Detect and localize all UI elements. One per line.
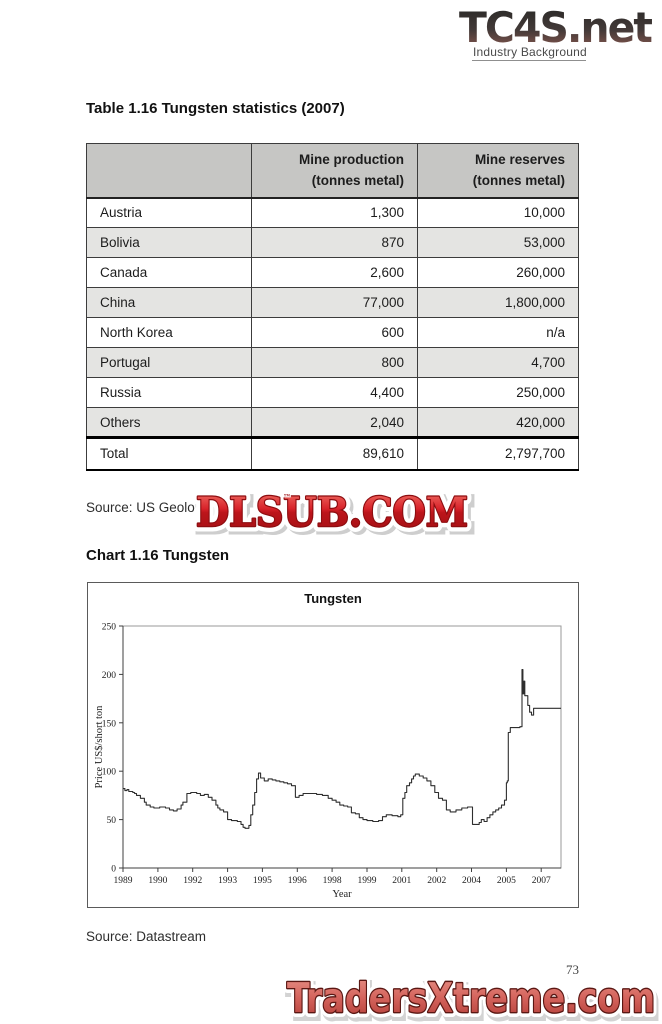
svg-text:1990: 1990 [148,876,167,886]
row-country: China [86,287,252,318]
tradersxtreme-watermark: TradersXtreme.com TradersXtreme.com Trad… [282,969,662,1024]
table-row: Canada 2,600 260,000 [86,257,579,288]
statistics-table-wrap: Mine production (tonnes metal) Mine rese… [86,143,579,471]
table-title: Table 1.16 Tungsten statistics (2007) [86,100,345,117]
row-production: 2,040 [251,407,418,438]
row-reserves: 1,800,000 [417,287,579,318]
total-label: Total [86,436,252,471]
row-reserves: 10,000 [417,197,579,228]
row-production: 4,400 [251,377,418,408]
row-reserves: 420,000 [417,407,579,438]
chart-title: Tungsten [304,591,362,606]
tc4s-logo: TC4S.net [459,3,655,52]
svg-text:2007: 2007 [532,876,551,886]
table-row-total: Total 89,610 2,797,700 [86,436,579,471]
row-production: 870 [251,227,418,258]
chart-heading: Chart 1.16 Tungsten [86,547,230,564]
traders-outline-text: TradersXtreme.com [287,974,655,1022]
svg-text:Price US$/short ton: Price US$/short ton [94,705,105,789]
row-reserves: 250,000 [417,377,579,408]
svg-text:Year: Year [332,889,352,900]
svg-text:2004: 2004 [462,876,481,886]
row-country: Russia [86,377,252,408]
table-header-row: Mine production (tonnes metal) Mine rese… [86,143,579,199]
row-production: 1,300 [251,197,418,228]
table-row: Austria 1,300 10,000 [86,197,579,228]
header-production-line2: (tonnes metal) [311,173,404,189]
header-production-line1: Mine production [299,151,404,167]
traders-shadow-text: TradersXtreme.com [289,978,657,1024]
row-production: 2,600 [251,257,418,288]
traders-main-text: TradersXtreme.com [287,974,655,1022]
chart-source: Source: Datastream [86,929,207,944]
table-row: China 77,000 1,800,000 [86,287,579,318]
svg-text:1993: 1993 [218,876,237,886]
chart-plot-area: 0 50 100 150 200 250 1989 1990 1992 1993 1995 1996 1… [94,623,562,900]
table-row: Russia 4,400 250,000 [86,377,579,408]
svg-text:2002: 2002 [427,876,446,886]
svg-text:0: 0 [111,865,116,875]
table-row: Portugal 800 4,700 [86,347,579,378]
row-country: Portugal [86,347,252,378]
header-cell-reserves: Mine reserves (tonnes metal) [417,143,579,199]
svg-text:100: 100 [102,768,117,778]
header-reserves-line2: (tonnes metal) [472,173,565,189]
svg-text:1989: 1989 [114,876,133,886]
row-reserves: 4,700 [417,347,579,378]
table-row: Others 2,040 420,000 [86,407,579,438]
tungsten-chart: Tungsten 0 50 100 150 200 250 1989 1990 1992 1993… [87,582,579,908]
svg-text:2005: 2005 [497,876,516,886]
svg-text:1995: 1995 [253,876,272,886]
row-country: Austria [86,197,252,228]
row-reserves: 260,000 [417,257,579,288]
row-country: Canada [86,257,252,288]
table-source: Source: US Geolo [86,500,195,515]
dlsub-outline-text: DLSUB.COM [196,489,468,536]
svg-text:1996: 1996 [288,876,307,886]
header-subtitle: Industry Background [473,45,587,59]
svg-text:250: 250 [102,623,117,633]
logo-text: TC4S.net [459,3,653,52]
tungsten-statistics-table: Mine production (tonnes metal) Mine rese… [86,143,579,471]
dlsub-tm-mark: ™ [283,492,291,502]
svg-text:1999: 1999 [358,876,377,886]
header-rule [472,60,586,61]
dlsub-main-text: DLSUB.COM [196,489,468,536]
total-reserves: 2,797,700 [417,436,579,471]
total-production: 89,610 [251,436,418,471]
table-row: Bolivia 870 53,000 [86,227,579,258]
header-reserves-line1: Mine reserves [474,151,565,167]
header-cell-production: Mine production (tonnes metal) [251,143,418,199]
header-cell-country [86,143,252,199]
svg-text:1998: 1998 [323,876,342,886]
dlsub-watermark: DLSUB.COM DLSUB.COM DLSUB.COM ™ [191,484,477,542]
row-country: North Korea [86,317,252,348]
row-country: Bolivia [86,227,252,258]
svg-text:200: 200 [102,671,117,681]
row-reserves: 53,000 [417,227,579,258]
svg-text:150: 150 [102,719,117,729]
page-number: 73 [566,962,579,977]
svg-text:2001: 2001 [392,876,411,886]
row-reserves: n/a [417,317,579,348]
svg-text:1992: 1992 [183,876,202,886]
row-country: Others [86,407,252,438]
row-production: 600 [251,317,418,348]
row-production: 800 [251,347,418,378]
svg-text:50: 50 [107,816,117,826]
table-row: North Korea 600 n/a [86,317,579,348]
dlsub-shadow-text: DLSUB.COM [199,492,471,539]
row-production: 77,000 [251,287,418,318]
